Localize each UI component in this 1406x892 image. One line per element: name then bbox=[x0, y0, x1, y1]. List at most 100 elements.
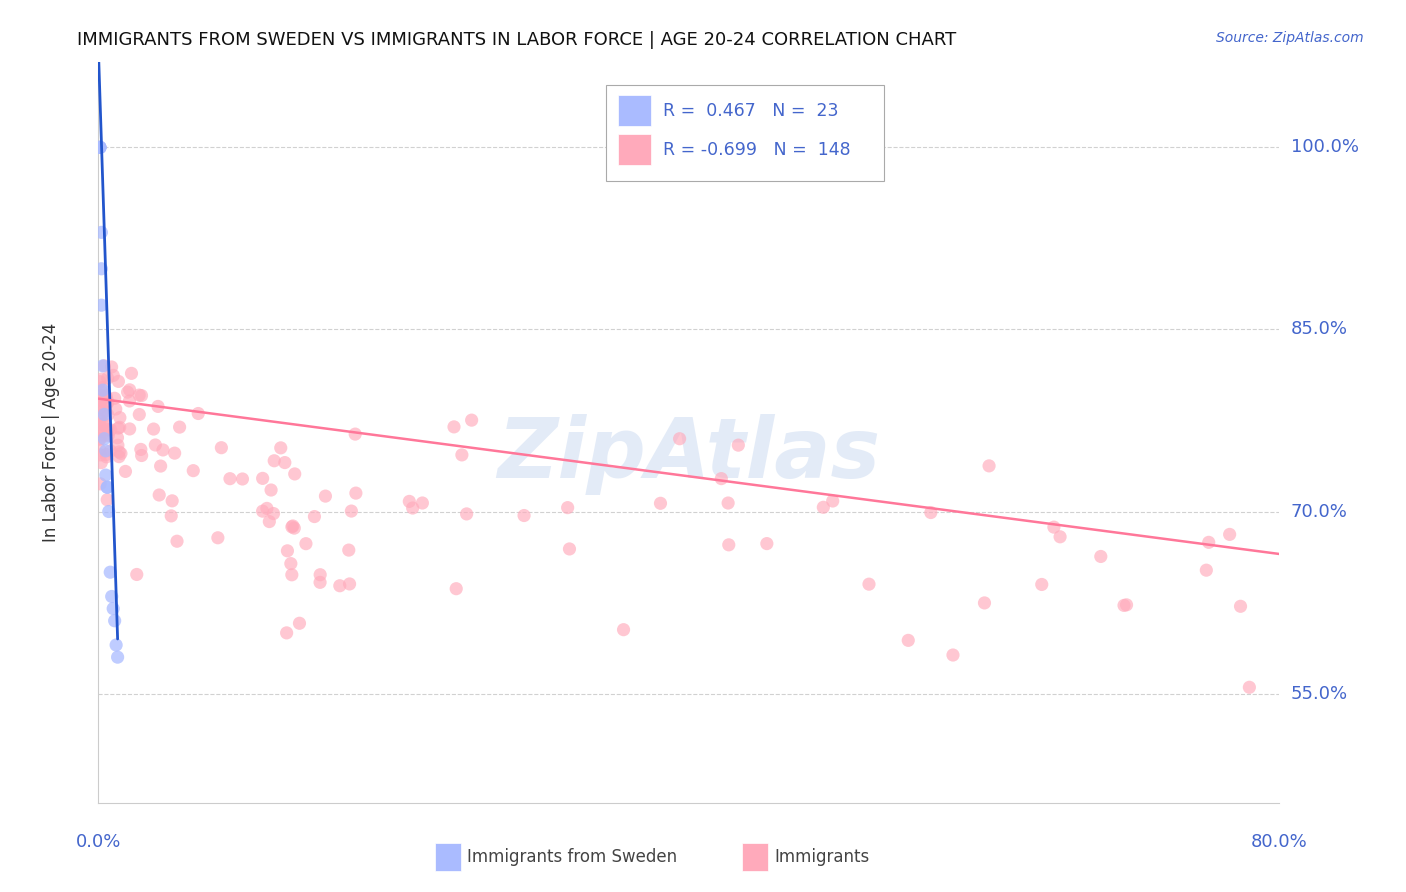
Point bbox=[94, 390, 117, 404]
Point bbox=[90, 298, 112, 312]
Point bbox=[160, 508, 183, 523]
Point bbox=[344, 486, 367, 500]
Point bbox=[717, 496, 740, 510]
Point bbox=[283, 521, 305, 535]
Point bbox=[90, 456, 112, 470]
Point bbox=[125, 567, 148, 582]
Point bbox=[93, 428, 115, 442]
Point bbox=[100, 359, 122, 374]
Point bbox=[90, 394, 112, 409]
Point bbox=[650, 496, 672, 510]
Point bbox=[97, 422, 120, 436]
Point bbox=[142, 422, 165, 436]
Point bbox=[131, 449, 153, 463]
Point bbox=[460, 413, 482, 427]
Point bbox=[89, 388, 111, 402]
Point bbox=[91, 383, 114, 397]
Point bbox=[821, 494, 844, 508]
Text: 100.0%: 100.0% bbox=[1291, 138, 1358, 156]
Point bbox=[107, 650, 129, 665]
Point bbox=[128, 388, 150, 402]
Point bbox=[96, 480, 118, 494]
Point bbox=[284, 467, 307, 481]
Text: R =  0.467   N =  23: R = 0.467 N = 23 bbox=[664, 102, 838, 120]
Text: 0.0%: 0.0% bbox=[76, 833, 121, 851]
FancyBboxPatch shape bbox=[619, 95, 651, 126]
Point bbox=[309, 567, 332, 582]
Point bbox=[107, 431, 129, 445]
Point bbox=[104, 402, 127, 417]
Point bbox=[304, 509, 326, 524]
Text: Immigrants from Sweden: Immigrants from Sweden bbox=[467, 848, 678, 866]
Point bbox=[90, 401, 112, 415]
Point bbox=[93, 417, 115, 431]
Point bbox=[717, 538, 740, 552]
Point bbox=[1112, 599, 1135, 613]
Point bbox=[256, 501, 278, 516]
Point bbox=[97, 428, 120, 442]
Point bbox=[89, 417, 111, 431]
Point bbox=[143, 438, 166, 452]
Point bbox=[121, 367, 143, 381]
Point bbox=[89, 140, 111, 154]
Point bbox=[94, 404, 117, 418]
Point bbox=[104, 391, 127, 405]
Point bbox=[89, 393, 111, 408]
Point bbox=[513, 508, 536, 523]
Point bbox=[89, 140, 111, 154]
FancyBboxPatch shape bbox=[606, 85, 884, 181]
Point bbox=[280, 557, 302, 571]
Point bbox=[96, 396, 118, 410]
Point bbox=[148, 488, 170, 502]
Point bbox=[129, 442, 152, 457]
Point bbox=[1219, 527, 1241, 541]
Point bbox=[100, 590, 122, 604]
Point bbox=[89, 432, 111, 446]
Point bbox=[314, 489, 336, 503]
Point bbox=[89, 375, 111, 389]
Point bbox=[456, 507, 478, 521]
Point bbox=[108, 450, 131, 464]
Point bbox=[163, 446, 186, 460]
Point bbox=[108, 445, 131, 459]
Point bbox=[107, 438, 129, 452]
Point bbox=[114, 464, 136, 478]
Point bbox=[219, 472, 242, 486]
Point bbox=[93, 425, 115, 439]
Point bbox=[91, 417, 114, 432]
Point bbox=[128, 408, 150, 422]
Point bbox=[398, 494, 420, 508]
Point bbox=[1195, 563, 1218, 577]
Point bbox=[329, 579, 352, 593]
Point bbox=[858, 577, 880, 591]
Point bbox=[181, 464, 204, 478]
Point bbox=[263, 507, 285, 521]
Point bbox=[281, 520, 304, 534]
Point bbox=[276, 626, 298, 640]
Point bbox=[89, 425, 111, 439]
Point bbox=[103, 368, 125, 383]
Point bbox=[118, 394, 141, 409]
Point bbox=[149, 458, 172, 473]
Point bbox=[295, 536, 318, 550]
Point bbox=[231, 472, 253, 486]
Point bbox=[612, 623, 634, 637]
Point bbox=[1049, 530, 1071, 544]
Point bbox=[344, 427, 367, 442]
Text: ZipAtlas: ZipAtlas bbox=[498, 414, 880, 495]
Point bbox=[96, 448, 118, 462]
Point bbox=[98, 565, 121, 579]
Point bbox=[276, 544, 298, 558]
Point bbox=[1198, 535, 1220, 549]
Point bbox=[107, 421, 129, 435]
Point bbox=[1043, 520, 1066, 534]
Point bbox=[281, 519, 304, 533]
Point bbox=[90, 392, 112, 406]
Point bbox=[443, 420, 465, 434]
Point bbox=[103, 601, 125, 615]
Point bbox=[91, 406, 114, 420]
Point bbox=[973, 596, 995, 610]
Point bbox=[89, 476, 111, 491]
Point bbox=[96, 492, 118, 507]
Point bbox=[117, 385, 139, 400]
